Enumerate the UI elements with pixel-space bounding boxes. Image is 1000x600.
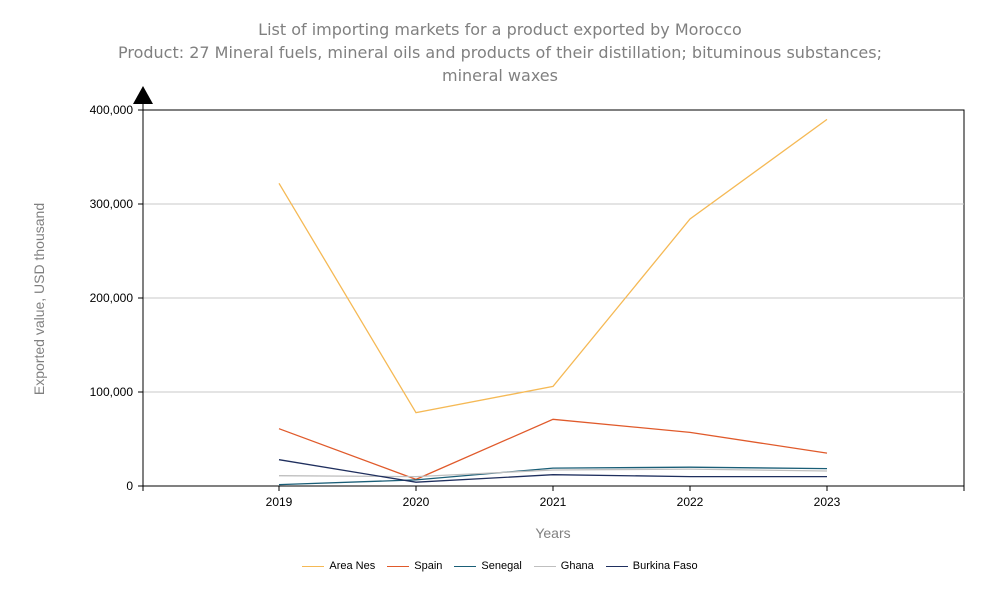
legend-label: Senegal — [481, 560, 522, 572]
y-axis-arrow — [133, 86, 153, 104]
legend-swatch — [302, 565, 325, 567]
y-tick-label: 200,000 — [90, 291, 134, 305]
legend-label: Burkina Faso — [632, 560, 698, 572]
legend-swatch — [605, 565, 628, 567]
legend-swatch — [533, 565, 556, 567]
y-tick-label: 400,000 — [90, 103, 134, 117]
legend-swatch — [454, 565, 477, 567]
y-tick-label: 300,000 — [90, 197, 134, 211]
x-tick-label: 2021 — [540, 495, 567, 509]
legend-label: Spain — [414, 560, 443, 572]
legend-label: Area Nes — [329, 560, 376, 572]
chart-title-line-3: mineral waxes — [442, 66, 558, 85]
chart-title-line-1: List of importing markets for a product … — [258, 20, 742, 39]
legend-label: Ghana — [560, 560, 594, 572]
series-line-senegal — [278, 466, 828, 486]
y-axis-ticks: 0 100,000 200,000 300,000 400,000 — [90, 103, 143, 493]
legend-swatch — [387, 565, 410, 567]
x-tick-label: 2023 — [814, 495, 841, 509]
legend-item-ghana: Ghana — [533, 560, 594, 572]
y-tick-label: 100,000 — [90, 385, 134, 399]
series-line-ghana — [278, 468, 828, 478]
legend-item-burkina-faso: Burkina Faso — [605, 560, 698, 572]
y-tick-label: 0 — [126, 479, 133, 493]
legend: Area Nes Spain Senegal Ghana Burkina Faso — [0, 560, 1000, 572]
series-line-burkina-faso — [278, 459, 827, 483]
chart-title: List of importing markets for a product … — [0, 18, 1000, 87]
x-axis-label: Years — [535, 525, 570, 541]
y-axis-label: Exported value, USD thousand — [31, 203, 47, 395]
x-axis-ticks: 2019 2020 2021 2022 2023 — [142, 486, 965, 509]
x-tick-label: 2020 — [403, 495, 430, 509]
gridlines — [143, 203, 964, 393]
legend-item-spain: Spain — [387, 560, 442, 572]
series-line-area-nes — [278, 118, 828, 414]
chart-title-line-2: Product: 27 Mineral fuels, mineral oils … — [117, 43, 882, 62]
legend-item-area-nes: Area Nes — [302, 560, 375, 572]
x-tick-label: 2019 — [266, 495, 293, 509]
series-line-spain — [278, 418, 828, 481]
series-lines — [278, 118, 828, 486]
x-tick-label: 2022 — [677, 495, 704, 509]
legend-item-senegal: Senegal — [454, 560, 522, 572]
